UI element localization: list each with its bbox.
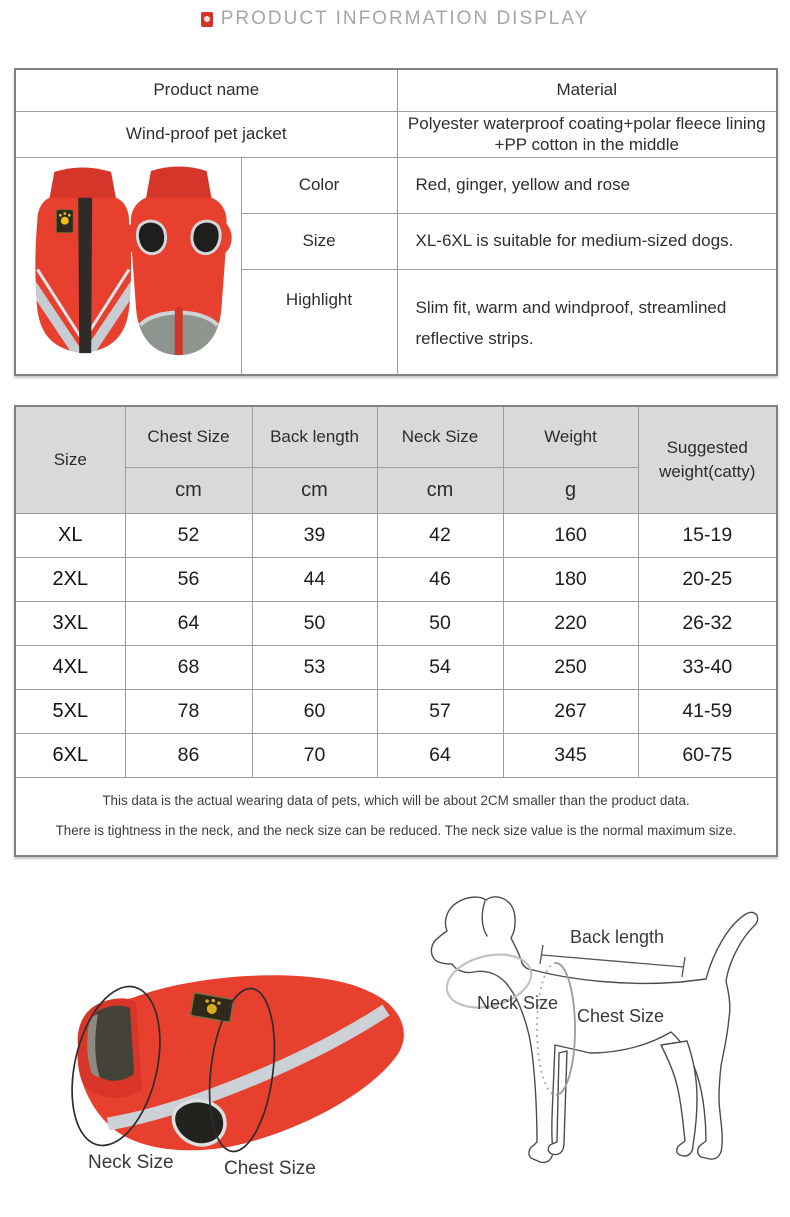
table-row: 5XL 78 60 57 267 41-59 xyxy=(14,688,778,734)
cell-weight: 267 xyxy=(502,688,639,734)
table-row: 2XL 56 44 46 180 20-25 xyxy=(14,556,778,602)
size-note: This data is the actual wearing data of … xyxy=(14,776,778,857)
cell-chest: 56 xyxy=(124,556,253,602)
jacket-side-photo xyxy=(71,975,404,1153)
chest-measure-ellipse xyxy=(208,987,276,1153)
size-chart-table: Size Chest Size Back length Neck Size We… xyxy=(14,405,778,857)
cell-weight: 345 xyxy=(502,732,639,778)
cell-size: 4XL xyxy=(14,644,126,690)
col-header-suggested: Suggested weight(catty) xyxy=(637,405,778,514)
cell-back: 50 xyxy=(251,600,378,646)
paw-badge-icon xyxy=(189,992,235,1023)
cell-weight: 220 xyxy=(502,600,639,646)
col-header-size: Size xyxy=(14,405,126,514)
dog-outline xyxy=(430,896,759,1164)
col-header-weight: Weight xyxy=(502,405,639,468)
dog-far-hind-leg xyxy=(660,1040,698,1157)
cell-weight: 160 xyxy=(502,512,639,558)
page-title: PRODUCT INFORMATION DISPLAY xyxy=(220,8,590,29)
dog-chest-ellipse-dotted xyxy=(536,962,557,1096)
dog-neck-size-label: Neck Size xyxy=(477,993,559,1013)
color-value: Red, ginger, yellow and rose xyxy=(396,156,778,214)
jacket-neck-size-label: Neck Size xyxy=(88,1152,174,1173)
back-length-label: Back length xyxy=(570,927,665,947)
dog-chest-ellipse-solid xyxy=(555,962,576,1096)
cell-size: 6XL xyxy=(14,732,126,778)
page-header: PRODUCT INFORMATION DISPLAY xyxy=(0,8,790,30)
col-header-neck: Neck Size xyxy=(376,405,504,468)
product-photo-cell xyxy=(14,156,242,375)
cell-neck: 57 xyxy=(376,688,504,734)
table-row: 4XL 68 53 54 250 33-40 xyxy=(14,644,778,690)
cell-size: 2XL xyxy=(14,556,126,602)
highlight-label: Highlight xyxy=(240,268,398,376)
cell-neck: 64 xyxy=(376,732,504,778)
product-name-value: Wind-proof pet jacket xyxy=(14,110,398,158)
cell-suggested: 15-19 xyxy=(637,512,778,558)
unit-chest: cm xyxy=(124,466,253,514)
col-header-back: Back length xyxy=(251,405,378,468)
product-name-header: Product name xyxy=(14,68,398,112)
cell-suggested: 41-59 xyxy=(637,688,778,734)
cell-neck: 46 xyxy=(376,556,504,602)
cell-size: 3XL xyxy=(14,600,126,646)
cell-suggested: 26-32 xyxy=(637,600,778,646)
cell-size: 5XL xyxy=(14,688,126,734)
dog-measurement-diagram xyxy=(430,896,759,1164)
cell-neck: 50 xyxy=(376,600,504,646)
cell-chest: 68 xyxy=(124,644,253,690)
material-value: Polyester waterproof coating+polar fleec… xyxy=(396,110,778,158)
table-row: 3XL 64 50 50 220 26-32 xyxy=(14,600,778,646)
dog-far-front-leg xyxy=(547,1050,568,1156)
highlight-value: Slim fit, warm and windproof, streamline… xyxy=(396,268,778,376)
cell-suggested: 33-40 xyxy=(637,644,778,690)
size-note-line1: This data is the actual wearing data of … xyxy=(102,792,690,808)
table-row: XL 52 39 42 160 15-19 xyxy=(14,512,778,558)
product-photo xyxy=(35,165,232,355)
neck-measure-ellipse xyxy=(71,985,161,1147)
dog-ear-line xyxy=(481,900,488,937)
material-value-line1: Polyester waterproof coating+polar fleec… xyxy=(407,114,766,133)
cell-neck: 42 xyxy=(376,512,504,558)
unit-back: cm xyxy=(251,466,378,514)
jacket-chest-size-label: Chest Size xyxy=(224,1158,316,1179)
cell-back: 70 xyxy=(251,732,378,778)
cell-suggested: 60-75 xyxy=(637,732,778,778)
size-value: XL-6XL is suitable for medium-sized dogs… xyxy=(396,212,778,270)
cell-back: 53 xyxy=(251,644,378,690)
col-header-chest: Chest Size xyxy=(124,405,253,468)
cell-weight: 250 xyxy=(502,644,639,690)
unit-weight: g xyxy=(502,466,639,514)
cell-back: 39 xyxy=(251,512,378,558)
size-note-line2: There is tightness in the neck, and the … xyxy=(55,822,737,838)
dog-chest-size-label: Chest Size xyxy=(577,1006,665,1026)
unit-neck: cm xyxy=(376,466,504,514)
material-value-line2: +PP cotton in the middle xyxy=(494,135,679,154)
cell-back: 44 xyxy=(251,556,378,602)
back-length-measure-line xyxy=(539,944,686,978)
color-label: Color xyxy=(240,156,398,214)
cell-size: XL xyxy=(14,512,126,558)
size-label: Size xyxy=(240,212,398,270)
cell-chest: 86 xyxy=(124,732,253,778)
product-info-table: Product name Material Wind-proof pet jac… xyxy=(14,68,778,376)
cell-suggested: 20-25 xyxy=(637,556,778,602)
dog-neck-ellipse xyxy=(445,953,533,1009)
cell-back: 60 xyxy=(251,688,378,734)
cell-chest: 64 xyxy=(124,600,253,646)
cell-chest: 52 xyxy=(124,512,253,558)
table-row: 6XL 86 70 64 345 60-75 xyxy=(14,732,778,778)
material-header: Material xyxy=(396,68,778,112)
cell-neck: 54 xyxy=(376,644,504,690)
red-seal-icon xyxy=(200,11,213,27)
cell-weight: 180 xyxy=(502,556,639,602)
cell-chest: 78 xyxy=(124,688,253,734)
